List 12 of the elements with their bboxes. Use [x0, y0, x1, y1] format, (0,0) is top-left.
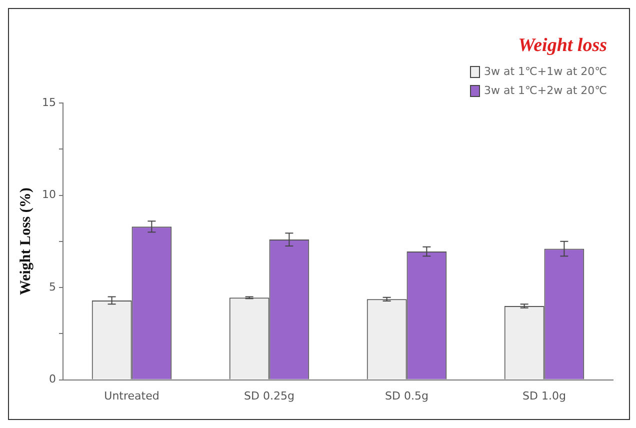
- y-tick-label: 15: [42, 96, 56, 109]
- x-tick-label: SD 1.0g: [522, 389, 566, 402]
- x-tick-label: SD 0.5g: [385, 389, 428, 402]
- y-axis-title: Weight Loss (%): [18, 188, 34, 296]
- chart-title: Weight loss: [517, 35, 607, 57]
- legend-label: 3w at 1℃+1w at 20℃: [484, 65, 607, 78]
- y-tick-label: 5: [48, 280, 56, 294]
- x-tick-label: Untreated: [104, 389, 160, 402]
- y-tick-label: 10: [42, 188, 56, 202]
- x-tick-label: SD 0.25g: [244, 389, 294, 402]
- y-tick-label: 0: [48, 372, 56, 386]
- legend-label: 3w at 1℃+2w at 20℃: [484, 84, 607, 97]
